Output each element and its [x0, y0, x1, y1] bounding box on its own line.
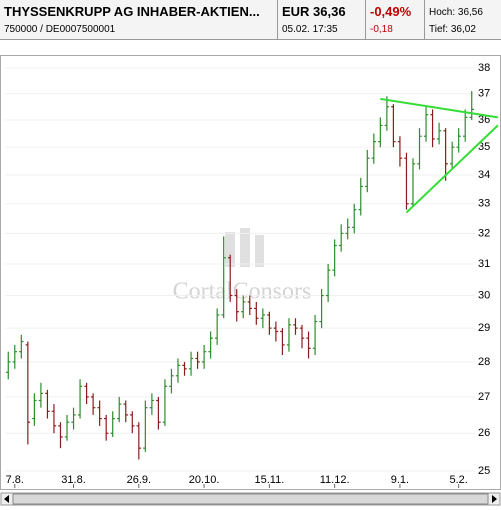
y-tick-label: 30: [478, 289, 490, 301]
y-tick-label: 25: [478, 465, 490, 477]
stock-id: 750000 / DE0007500001: [4, 24, 116, 35]
y-tick-label: 36: [478, 114, 490, 126]
scroll-left[interactable]: [4, 495, 9, 503]
x-tick-label: 26.9.: [127, 474, 151, 486]
y-tick-label: 27: [478, 391, 490, 403]
x-tick-label: 11.12.: [320, 474, 350, 486]
scroll-right[interactable]: [492, 495, 497, 503]
watermark-logo: [225, 228, 264, 267]
y-tick-label: 33: [478, 198, 490, 210]
name-cell: THYSSENKRUPP AG INHABER-AKTIEN... 750000…: [0, 0, 278, 40]
y-tick-label: 28: [478, 356, 490, 368]
day-high: Hoch: 36,56: [429, 7, 483, 18]
change-abs: -0,18: [370, 24, 393, 35]
trendline: [380, 97, 499, 119]
x-tick-label: 7.8.: [6, 474, 24, 486]
range-cell: Hoch: 36,56 Tief: 36,02: [425, 0, 501, 40]
x-tick-label: 5.2.: [450, 474, 468, 486]
y-tick-label: 34: [478, 169, 490, 181]
y-tick-label: 37: [478, 88, 490, 100]
price: EUR 36,36: [282, 4, 346, 19]
x-tick-label: 20.10.: [189, 474, 220, 486]
y-tick-label: 38: [478, 62, 490, 74]
watermark: CortalConsors: [173, 279, 312, 305]
trendline: [405, 124, 499, 214]
y-tick-label: 32: [478, 227, 490, 239]
y-tick-label: 35: [478, 141, 490, 153]
y-tick-label: 29: [478, 322, 490, 334]
x-tick-label: 15.11.: [254, 474, 284, 486]
change-pct: -0,49%: [370, 4, 412, 19]
scrollbar[interactable]: [0, 492, 501, 506]
y-tick-label: 31: [478, 258, 490, 270]
change-cell: -0,49% -0,18: [366, 0, 425, 40]
day-low: Tief: 36,02: [429, 24, 476, 35]
x-tick-label: 31.8.: [61, 474, 85, 486]
price-cell: EUR 36,36 05.02. 17:35: [278, 0, 366, 40]
y-tick-label: 26: [478, 427, 490, 439]
time: 05.02. 17:35: [282, 24, 338, 35]
scroll-thumb[interactable]: [12, 493, 489, 505]
x-tick-label: 9.1.: [391, 474, 409, 486]
stock-name: THYSSENKRUPP AG INHABER-AKTIEN...: [4, 4, 260, 19]
